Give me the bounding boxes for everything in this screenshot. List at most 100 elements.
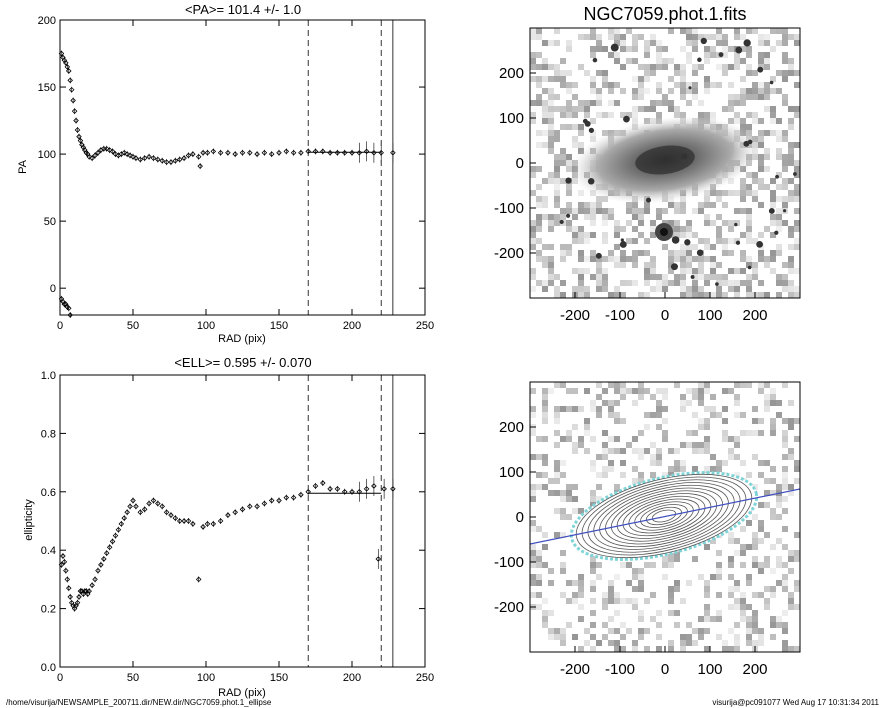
noise-pixel [788,484,794,490]
noise-pixel [788,418,794,424]
noise-pixel [590,580,596,586]
noise-pixel [536,562,542,568]
noise-pixel [590,400,596,406]
noise-pixel [716,28,722,34]
noise-pixel [596,70,602,76]
noise-pixel [752,532,758,538]
noise-pixel [722,646,728,652]
noise-pixel [536,166,542,172]
noise-pixel [668,220,674,226]
noise-pixel [716,82,722,88]
noise-pixel [692,34,698,40]
noise-pixel [734,640,740,646]
noise-pixel [788,124,794,130]
noise-pixel [632,436,638,442]
noise-pixel [794,220,800,226]
noise-pixel [734,286,740,292]
data-point [298,491,304,498]
noise-pixel [632,256,638,262]
noise-pixel [680,262,686,268]
noise-pixel [758,256,764,262]
noise-pixel [650,274,656,280]
noise-pixel [770,88,776,94]
noise-pixel [632,568,638,574]
noise-pixel [704,388,710,394]
data-point [58,50,65,57]
noise-pixel [704,112,710,118]
noise-pixel [764,394,770,400]
data-point [190,151,196,157]
noise-pixel [686,430,692,436]
noise-pixel [530,520,536,526]
noise-pixel [554,478,560,484]
noise-pixel [758,640,764,646]
noise-pixel [656,634,662,640]
noise-pixel [770,130,776,136]
noise-pixel [542,64,548,70]
isophote-contour [628,498,700,534]
noise-pixel [644,52,650,58]
noise-pixel [596,274,602,280]
noise-pixel [692,244,698,250]
noise-pixel [668,268,674,274]
noise-pixel [578,124,584,130]
noise-pixel [530,220,536,226]
noise-pixel [704,424,710,430]
noise-pixel [530,190,536,196]
noise-pixel [530,232,536,238]
noise-pixel [662,274,668,280]
noise-pixel [782,646,788,652]
noise-pixel [542,76,548,82]
noise-pixel [758,166,764,172]
noise-pixel [674,226,680,232]
noise-pixel [692,268,698,274]
noise-pixel [770,28,776,34]
noise-pixel [650,592,656,598]
data-point [341,489,348,495]
noise-pixel [728,556,734,562]
noise-pixel [692,430,698,436]
noise-pixel [626,46,632,52]
noise-pixel [704,616,710,622]
isophote-contour [575,473,753,559]
noise-pixel [680,634,686,640]
noise-pixel [770,430,776,436]
data-point [63,301,69,308]
noise-pixel [560,124,566,130]
noise-pixel [530,268,536,274]
noise-pixel [548,490,554,496]
noise-pixel [584,418,590,424]
noise-pixel [638,34,644,40]
noise-pixel [644,64,650,70]
noise-pixel [560,514,566,520]
noise-pixel [764,256,770,262]
noise-pixel [776,616,782,622]
x-tick-label: 0 [57,320,63,332]
noise-pixel [686,58,692,64]
noise-pixel [548,124,554,130]
noise-pixel [608,592,614,598]
noise-pixel [638,454,644,460]
noise-pixel [530,34,536,40]
noise-pixel [680,646,686,652]
noise-pixel [734,190,740,196]
y-tick-label: 0.8 [41,428,56,440]
noise-pixel [758,502,764,508]
fit-outer-contour [569,471,759,561]
noise-pixel [608,640,614,646]
data-point [71,108,78,114]
noise-pixel [542,100,548,106]
noise-pixel [542,436,548,442]
noise-pixel [788,556,794,562]
noise-pixel [680,400,686,406]
noise-pixel [554,130,560,136]
noise-pixel [578,202,584,208]
noise-pixel [608,382,614,388]
noise-pixel [602,388,608,394]
data-point [58,562,65,568]
noise-pixel [746,430,752,436]
noise-pixel [782,202,788,208]
noise-pixel [590,256,596,262]
star [697,57,702,63]
noise-pixel [644,646,650,652]
